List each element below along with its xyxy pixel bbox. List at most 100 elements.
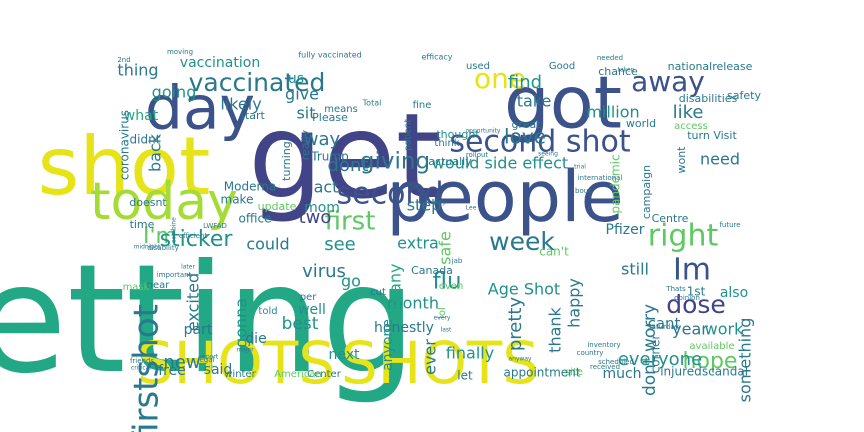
cloud-word: Center <box>307 369 342 380</box>
cloud-word: important <box>157 271 192 279</box>
cloud-word: pretty <box>505 297 526 352</box>
cloud-word: act <box>314 178 339 197</box>
cloud-word: international <box>578 174 623 182</box>
cloud-word: seeing <box>538 151 558 158</box>
cloud-word: extra <box>397 234 439 253</box>
cloud-word: opportunity <box>466 128 501 135</box>
cloud-word: best <box>282 314 319 334</box>
cloud-word: year <box>672 320 708 339</box>
cloud-word: told <box>258 306 277 317</box>
cloud-word: shot <box>38 120 211 213</box>
cloud-word: disability <box>147 244 179 252</box>
cloud-word: Age Shot <box>488 280 560 299</box>
cloud-word: going <box>152 83 197 102</box>
cloud-word: critical <box>131 365 151 372</box>
cloud-word: Total <box>362 99 382 108</box>
cloud-word: dont worry <box>640 304 660 396</box>
cloud-word: office <box>239 212 272 226</box>
cloud-word: need <box>700 150 740 169</box>
cloud-word: Canada <box>411 264 453 277</box>
cloud-word: get <box>248 87 442 225</box>
cloud-word: also <box>720 285 748 301</box>
cloud-word: second shot <box>449 125 631 160</box>
cloud-word: something <box>736 318 755 403</box>
cloud-word: think <box>434 138 459 149</box>
cloud-word: back <box>146 133 165 172</box>
cloud-word: dont <box>328 155 369 176</box>
cloud-word: needed <box>597 54 623 62</box>
cloud-word: taken <box>618 67 635 74</box>
cloud-word: safety <box>727 89 761 102</box>
cloud-word: flu <box>432 269 461 295</box>
cloud-word: opinion <box>674 294 700 302</box>
cloud-word: what <box>124 108 159 124</box>
cloud-word: midnight <box>134 244 161 251</box>
cloud-word: make <box>221 193 254 207</box>
cloud-word: efficacy <box>421 53 452 62</box>
cloud-word: nationalrelease <box>668 60 753 73</box>
cloud-word: people <box>386 156 623 238</box>
cloud-word: cant <box>648 315 681 333</box>
cloud-word: Trump <box>310 150 348 164</box>
cloud-word: last <box>441 327 452 334</box>
cloud-word: Pfizer <box>606 222 645 238</box>
cloud-word: much <box>602 366 641 382</box>
cloud-word: Moderna <box>224 180 276 194</box>
cloud-word: anyway <box>508 356 532 363</box>
cloud-word: injured <box>660 365 702 379</box>
cloud-word: many <box>386 264 405 309</box>
cloud-word: 2nd <box>117 56 130 64</box>
cloud-word: anyone <box>380 319 396 371</box>
cloud-word: hope <box>683 349 738 374</box>
cloud-word: world <box>626 117 656 130</box>
cloud-word: received <box>590 363 620 371</box>
cloud-word: new <box>163 352 200 373</box>
cloud-word: Good <box>549 61 575 72</box>
cloud-word: great <box>511 118 541 131</box>
cloud-word: first <box>325 207 376 237</box>
cloud-word: die <box>245 331 266 347</box>
cloud-word: see <box>324 234 356 255</box>
cloud-word: week <box>489 227 555 256</box>
cloud-word: major <box>236 347 254 354</box>
cloud-word: month <box>387 294 439 313</box>
cloud-word: take <box>517 92 552 111</box>
cloud-word: firstshot <box>127 304 167 432</box>
cloud-word: next <box>328 347 360 363</box>
cloud-word: step <box>407 196 442 215</box>
cloud-word: SHOTS <box>137 329 335 397</box>
cloud-word: Centre <box>652 212 689 225</box>
cloud-word: doesnt <box>129 196 167 209</box>
cloud-word: way <box>304 129 341 150</box>
cloud-word: everyone <box>618 349 702 370</box>
cloud-word: really <box>299 129 312 160</box>
cloud-word: scandal <box>702 365 748 379</box>
cloud-word: near <box>147 280 171 291</box>
cloud-word: start <box>239 109 265 122</box>
cloud-word: corner <box>649 335 663 374</box>
cloud-word: per <box>300 292 318 303</box>
cloud-word: disabilities <box>679 92 738 105</box>
cloud-word: even <box>439 281 464 292</box>
cloud-word: well <box>298 302 326 318</box>
cloud-word: appointment <box>504 366 581 380</box>
cloud-word: us <box>288 71 304 87</box>
cloud-word: American <box>274 369 322 380</box>
cloud-word: turn Visit <box>687 129 737 142</box>
cloud-word: efficient <box>179 232 208 240</box>
cloud-word: safe <box>436 231 455 265</box>
cloud-word: happy <box>565 278 584 328</box>
cloud-word: moving <box>167 48 193 56</box>
cloud-word: would side effect <box>432 154 568 173</box>
cloud-word: scheduled <box>598 358 634 366</box>
cloud-word: bout <box>575 187 591 195</box>
cloud-word: still <box>621 260 649 279</box>
cloud-word: jab <box>451 257 463 265</box>
cloud-word: right <box>648 219 719 254</box>
cloud-word: 1st <box>687 285 706 299</box>
cloud-word: let <box>457 369 473 383</box>
cloud-word: report <box>200 354 219 361</box>
cloud-word: didnt <box>130 133 161 147</box>
cloud-word: access <box>674 121 708 132</box>
cloud-word: excited <box>184 273 203 331</box>
